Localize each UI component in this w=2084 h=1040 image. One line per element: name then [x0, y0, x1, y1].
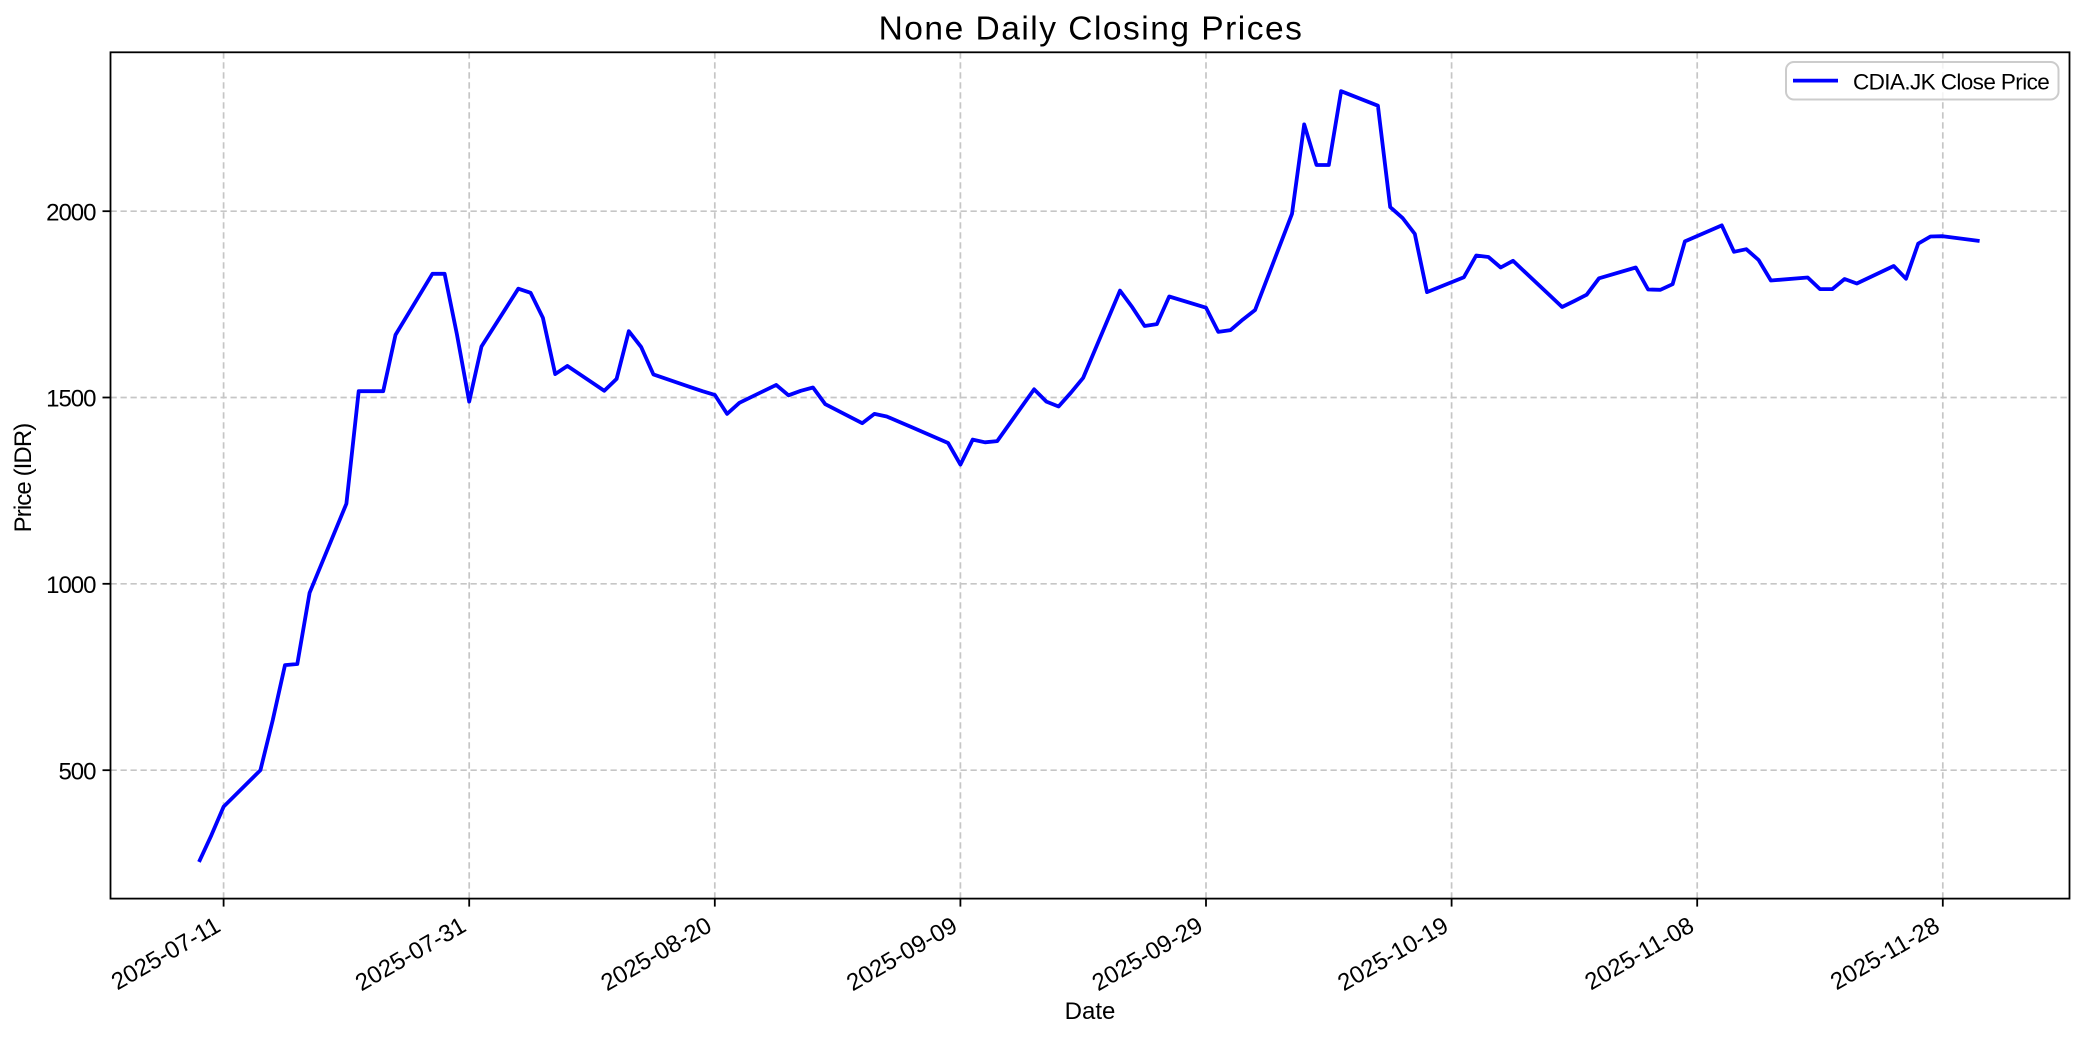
svg-text:CDIA.JK Close Price: CDIA.JK Close Price	[1853, 70, 2049, 95]
svg-text:None Daily Closing Prices: None Daily Closing Prices	[879, 11, 1304, 48]
svg-text:Price (IDR): Price (IDR)	[10, 424, 37, 533]
svg-text:2000: 2000	[46, 199, 96, 226]
svg-text:1000: 1000	[46, 572, 96, 599]
svg-text:500: 500	[58, 758, 96, 785]
svg-text:1500: 1500	[46, 386, 96, 413]
svg-text:Date: Date	[1065, 998, 1116, 1025]
